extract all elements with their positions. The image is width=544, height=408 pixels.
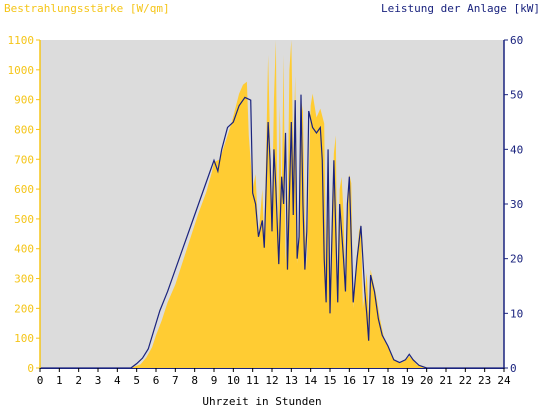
- x-tick-label: 5: [133, 374, 140, 387]
- x-tick-label: 7: [172, 374, 179, 387]
- x-tick-label: 8: [191, 374, 198, 387]
- x-tick-label: 12: [265, 374, 278, 387]
- x-tick-label: 19: [401, 374, 414, 387]
- x-tick-label: 15: [323, 374, 336, 387]
- y-right-tick-label: 60: [510, 34, 523, 47]
- y-left-tick-label: 800: [14, 123, 34, 136]
- x-tick-label: 21: [439, 374, 452, 387]
- y-right-tick-label: 40: [510, 143, 523, 156]
- right-axis-title: Leistung der Anlage [kW]: [381, 2, 540, 15]
- y-right-tick-label: 50: [510, 89, 523, 102]
- x-tick-label: 16: [343, 374, 356, 387]
- y-left-tick-label: 1100: [8, 34, 35, 47]
- x-tick-label: 6: [153, 374, 160, 387]
- x-tick-label: 11: [246, 374, 259, 387]
- y-left-tick-label: 400: [14, 243, 34, 256]
- y-left-tick-label: 600: [14, 183, 34, 196]
- x-tick-label: 23: [478, 374, 491, 387]
- y-left-tick-label: 500: [14, 213, 34, 226]
- axis-ticks: 0100200300400500600700800900100011000102…: [8, 34, 524, 387]
- irradiance-area: [40, 40, 504, 368]
- x-tick-label: 13: [285, 374, 298, 387]
- y-right-tick-label: 20: [510, 253, 523, 266]
- x-tick-label: 0: [37, 374, 44, 387]
- y-right-tick-label: 10: [510, 307, 523, 320]
- x-tick-label: 4: [114, 374, 121, 387]
- y-left-tick-label: 100: [14, 332, 34, 345]
- power-line: [40, 94, 504, 369]
- y-left-tick-label: 700: [14, 153, 34, 166]
- x-axis-title: Uhrzeit in Stunden: [202, 395, 321, 408]
- x-tick-label: 2: [75, 374, 82, 387]
- x-tick-label: 9: [211, 374, 218, 387]
- y-left-tick-label: 900: [14, 94, 34, 107]
- x-tick-label: 24: [497, 374, 511, 387]
- y-right-tick-label: 30: [510, 198, 523, 211]
- x-tick-label: 18: [381, 374, 394, 387]
- x-tick-label: 3: [95, 374, 102, 387]
- y-left-tick-label: 300: [14, 273, 34, 286]
- left-axis-title: Bestrahlungsstärke [W/qm]: [4, 2, 170, 15]
- x-tick-label: 20: [420, 374, 433, 387]
- y-right-tick-label: 0: [510, 362, 517, 375]
- x-tick-label: 1: [56, 374, 63, 387]
- y-left-tick-label: 200: [14, 302, 34, 315]
- x-tick-label: 22: [459, 374, 472, 387]
- x-tick-label: 14: [304, 374, 318, 387]
- y-left-tick-label: 1000: [8, 64, 35, 77]
- y-left-tick-label: 0: [27, 362, 34, 375]
- x-tick-label: 17: [362, 374, 375, 387]
- x-tick-label: 10: [227, 374, 240, 387]
